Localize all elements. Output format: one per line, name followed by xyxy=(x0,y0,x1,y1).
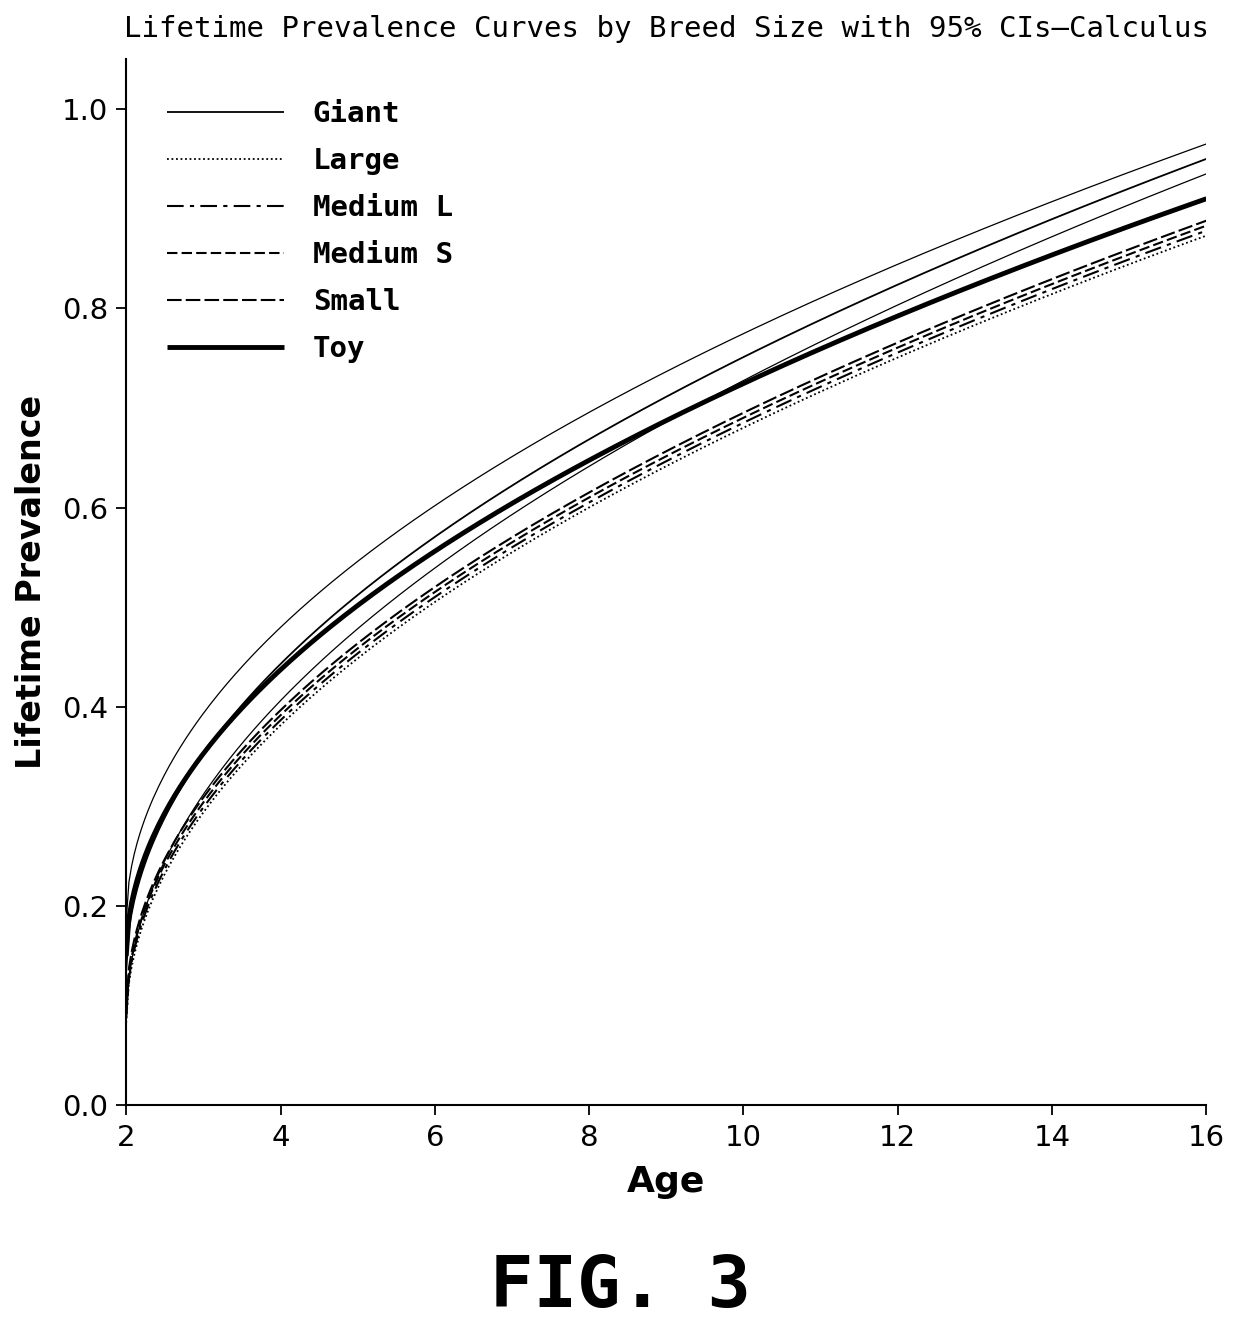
Title: Lifetime Prevalence Curves by Breed Size with 95% CIs–Calculus: Lifetime Prevalence Curves by Breed Size… xyxy=(124,15,1209,44)
X-axis label: Age: Age xyxy=(627,1166,706,1200)
Y-axis label: Lifetime Prevalence: Lifetime Prevalence xyxy=(15,395,48,770)
Legend: Giant, Large, Medium L, Medium S, Small, Toy: Giant, Large, Medium L, Medium S, Small,… xyxy=(155,88,465,375)
Text: FIG. 3: FIG. 3 xyxy=(490,1253,750,1320)
